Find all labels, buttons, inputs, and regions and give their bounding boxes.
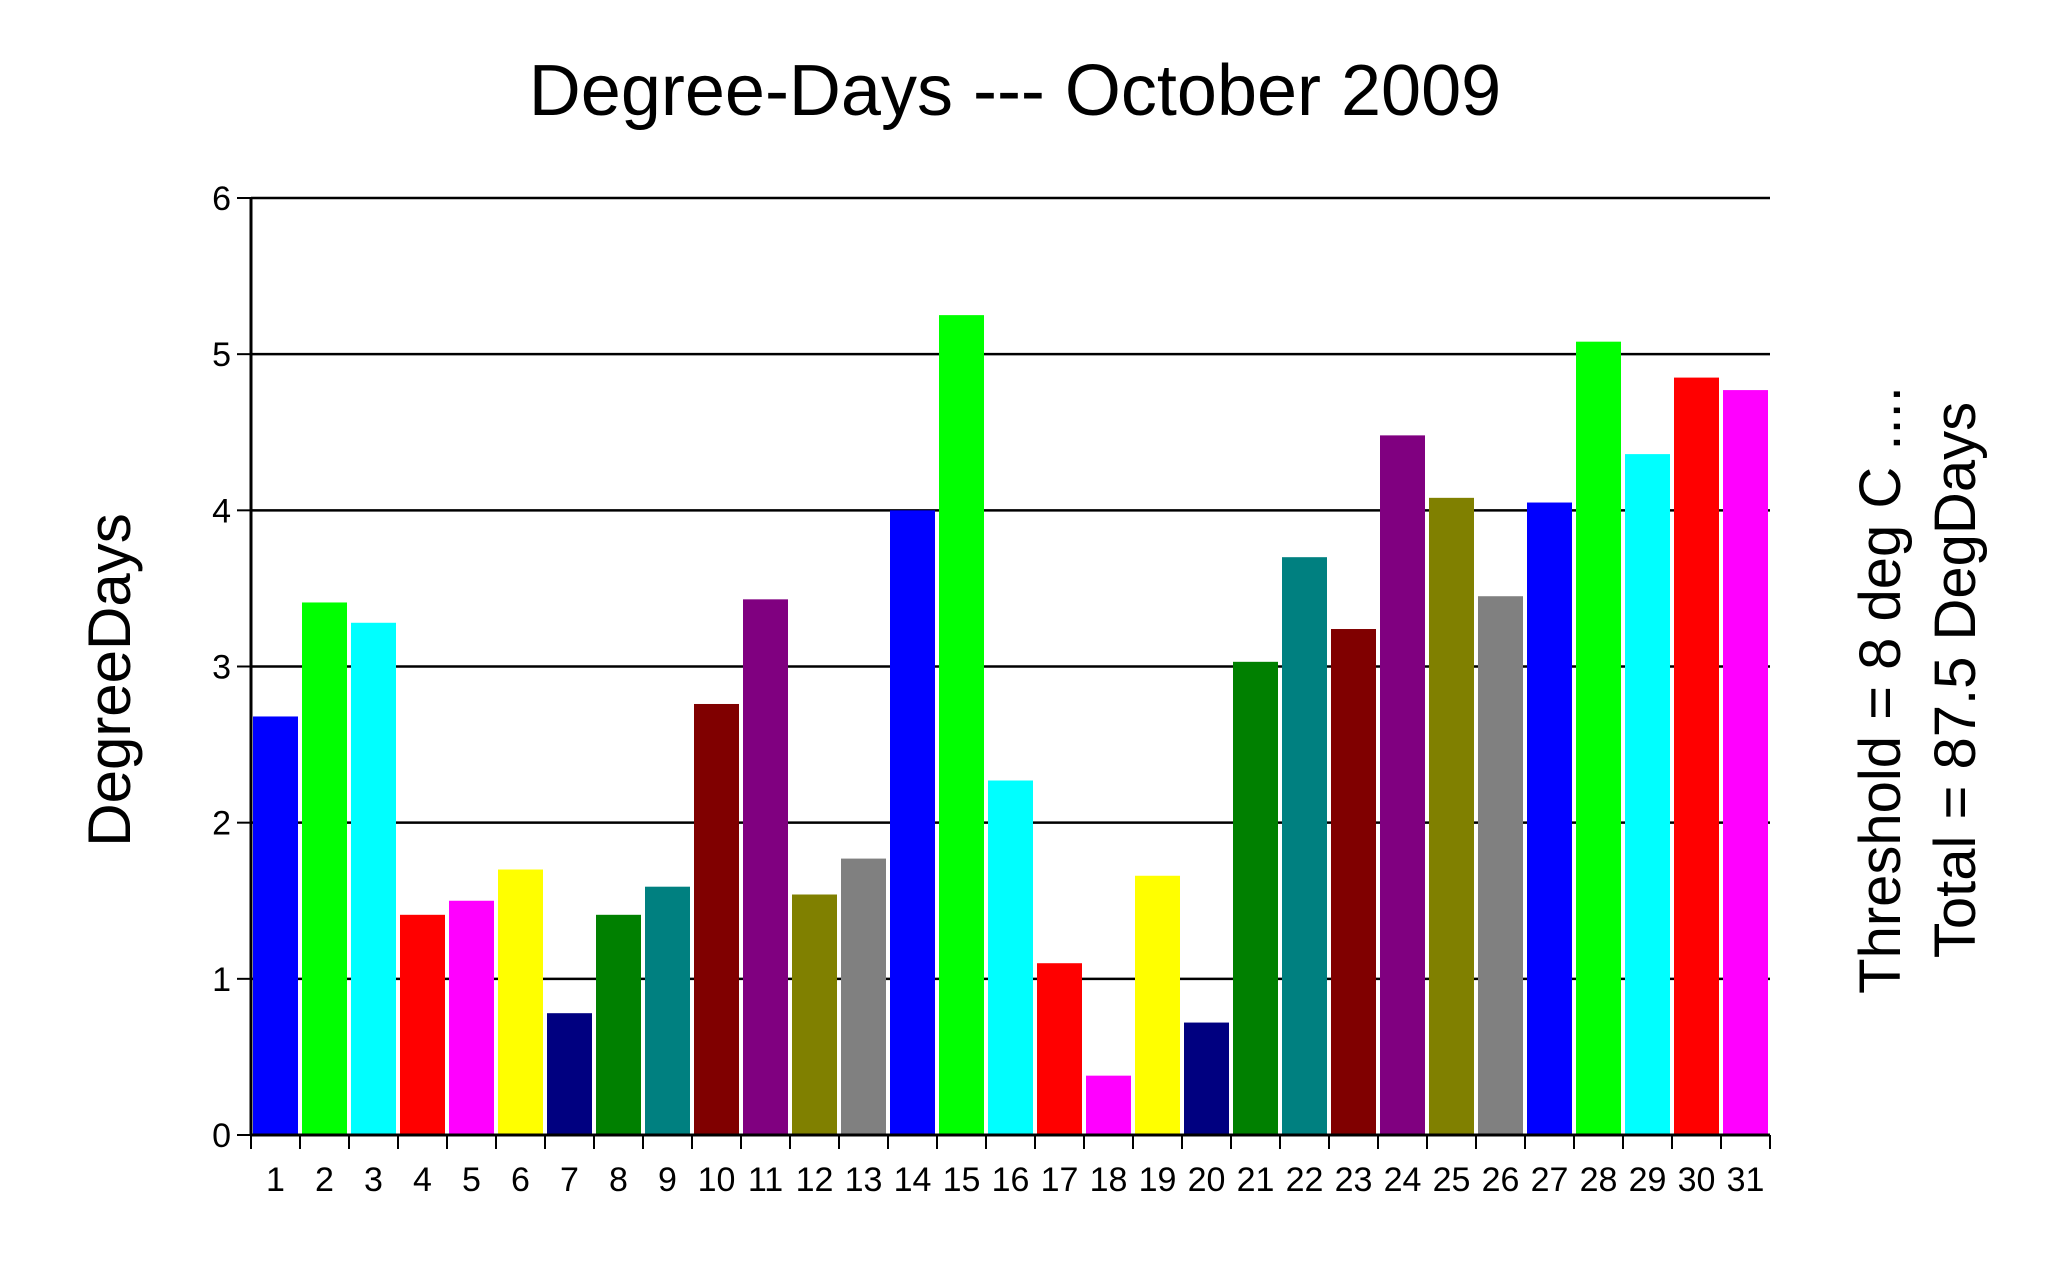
bar-day-26 xyxy=(1478,596,1523,1135)
y-tick-label-2: 2 xyxy=(212,805,231,843)
bar-day-14 xyxy=(890,510,935,1135)
x-tick-label-14: 14 xyxy=(894,1161,932,1199)
bar-day-16 xyxy=(988,780,1033,1135)
x-tick-label-8: 8 xyxy=(609,1161,628,1199)
bar-day-1 xyxy=(253,716,298,1135)
total-annotation: Total = 87.5 DegDays xyxy=(1923,402,1988,958)
bar-day-30 xyxy=(1674,377,1719,1135)
y-tick-label-6: 6 xyxy=(212,180,231,218)
x-tick-label-28: 28 xyxy=(1580,1161,1618,1199)
bar-day-3 xyxy=(351,622,396,1135)
x-tick-labels: 1 2 3 4 5 6 7 8 9 10 11 12 13 14 15 16 17 18 19 20 21 22 23 24 2… xyxy=(266,1161,1764,1199)
x-tick-label-10: 10 xyxy=(698,1161,736,1199)
x-tick-label-19: 19 xyxy=(1139,1161,1177,1199)
x-tick-label-27: 27 xyxy=(1531,1161,1569,1199)
bar-day-6 xyxy=(498,869,543,1135)
axes xyxy=(237,197,1771,1149)
bar-day-24 xyxy=(1380,435,1425,1136)
x-tick-label-7: 7 xyxy=(560,1161,579,1199)
bar-day-23 xyxy=(1331,629,1376,1135)
x-tick-label-1: 1 xyxy=(266,1161,285,1199)
bar-day-17 xyxy=(1037,963,1082,1135)
x-tick-label-24: 24 xyxy=(1384,1161,1422,1199)
chart-title: Degree-Days --- October 2009 xyxy=(529,51,1501,131)
bar-day-19 xyxy=(1135,875,1180,1135)
bar-day-5 xyxy=(449,900,494,1135)
y-tick-labels: 0 1 2 3 4 5 6 xyxy=(212,180,231,1155)
y-axis-label: DegreeDays xyxy=(76,513,143,847)
x-tick-label-4: 4 xyxy=(413,1161,432,1199)
bars xyxy=(253,315,1768,1136)
x-tick-label-17: 17 xyxy=(1041,1161,1079,1199)
bar-day-12 xyxy=(792,894,837,1135)
y-tick-label-1: 1 xyxy=(212,961,231,999)
x-tick-label-9: 9 xyxy=(658,1161,677,1199)
bar-day-28 xyxy=(1576,341,1621,1135)
bar-day-20 xyxy=(1184,1022,1229,1135)
x-tick-label-25: 25 xyxy=(1433,1161,1471,1199)
bar-day-8 xyxy=(596,914,641,1135)
threshold-annotation: Threshold = 8 deg C .... xyxy=(1848,386,1913,994)
x-tick-label-22: 22 xyxy=(1286,1161,1324,1199)
x-tick-label-12: 12 xyxy=(796,1161,834,1199)
x-tick-label-23: 23 xyxy=(1335,1161,1373,1199)
x-tick-label-29: 29 xyxy=(1629,1161,1667,1199)
bar-day-27 xyxy=(1527,502,1572,1135)
bar-day-18 xyxy=(1086,1075,1131,1135)
bar-day-31 xyxy=(1723,390,1768,1136)
x-tick-label-11: 11 xyxy=(748,1161,783,1199)
bar-day-29 xyxy=(1625,454,1670,1135)
bar-day-9 xyxy=(645,886,690,1135)
x-tick-label-15: 15 xyxy=(943,1161,981,1199)
bar-day-11 xyxy=(743,599,788,1135)
x-tick-label-18: 18 xyxy=(1090,1161,1128,1199)
bar-day-13 xyxy=(841,858,886,1135)
x-tick-label-20: 20 xyxy=(1188,1161,1226,1199)
bar-day-2 xyxy=(302,602,347,1135)
x-tick-label-3: 3 xyxy=(364,1161,383,1199)
x-tick-label-21: 21 xyxy=(1237,1161,1275,1199)
bar-day-25 xyxy=(1429,497,1474,1136)
x-tick-label-13: 13 xyxy=(845,1161,883,1199)
bar-day-10 xyxy=(694,703,739,1135)
bar-day-15 xyxy=(939,315,984,1135)
bar-day-22 xyxy=(1282,557,1327,1135)
y-tick-label-3: 3 xyxy=(212,649,231,687)
x-tick-label-16: 16 xyxy=(992,1161,1030,1199)
x-tick-label-26: 26 xyxy=(1482,1161,1520,1199)
x-tick-label-5: 5 xyxy=(462,1161,481,1199)
y-tick-label-4: 4 xyxy=(212,492,231,530)
bar-day-4 xyxy=(400,914,445,1135)
y-tick-label-5: 5 xyxy=(212,336,231,374)
x-tick-label-6: 6 xyxy=(511,1161,530,1199)
x-tick-label-2: 2 xyxy=(315,1161,334,1199)
x-tick-label-31: 31 xyxy=(1727,1161,1765,1199)
bar-day-21 xyxy=(1233,661,1278,1135)
bar-day-7 xyxy=(547,1013,592,1135)
y-tick-label-0: 0 xyxy=(212,1117,231,1155)
x-tick-label-30: 30 xyxy=(1678,1161,1716,1199)
